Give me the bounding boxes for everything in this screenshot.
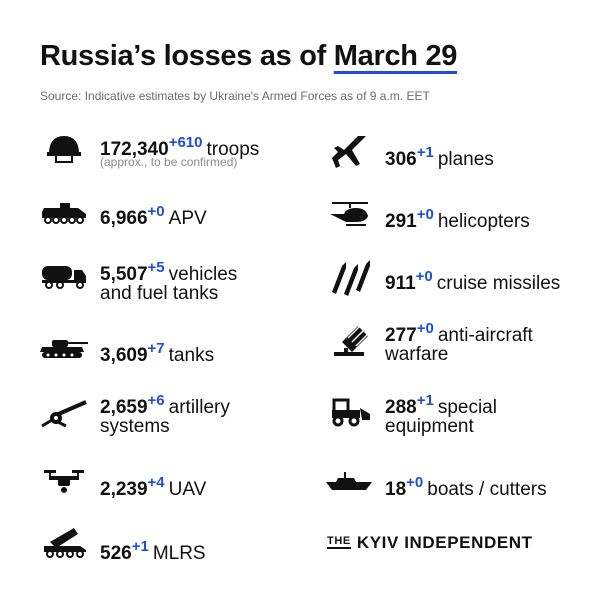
brand-logo: THE KYIV INDEPENDENT xyxy=(327,533,533,553)
stat-artillery-line2: systems xyxy=(100,416,170,437)
stat-increment: +0 xyxy=(415,268,433,285)
stat-label: APV xyxy=(168,208,207,229)
helicopter-icon xyxy=(330,202,368,226)
stat-label: planes xyxy=(437,149,494,170)
stat-increment: +1 xyxy=(416,144,434,161)
stat-increment: +610 xyxy=(168,134,203,151)
stat-value: 2,659 xyxy=(100,397,148,418)
stat-increment: +0 xyxy=(416,320,434,337)
stat-label: vehicles xyxy=(168,264,238,285)
stat-label: UAV xyxy=(168,479,207,500)
stat-increment: +6 xyxy=(147,392,165,409)
stat-increment: +4 xyxy=(147,474,165,491)
stat-label: helicopters xyxy=(437,211,530,232)
stat-value: 5,507 xyxy=(100,264,148,285)
stat-value: 18 xyxy=(385,479,407,500)
helmet-icon xyxy=(47,136,81,163)
title-prefix: Russia’s losses xyxy=(40,40,253,72)
anti-aircraft-icon xyxy=(334,325,369,356)
stat-tanks: 3,609+7 tanks xyxy=(100,336,214,369)
stat-label: troops xyxy=(206,139,260,160)
stat-increment: +1 xyxy=(416,392,434,409)
stat-artillery: 2,659+6 artillery xyxy=(100,388,230,421)
stat-anti-aircraft-line2: warfare xyxy=(385,344,449,365)
stat-label: artillery xyxy=(168,397,230,418)
special-equipment-icon xyxy=(332,398,370,427)
stat-value: 172,340 xyxy=(100,139,169,160)
tank-icon xyxy=(40,340,88,358)
page-title: Russia’s losses as of March 29 xyxy=(40,40,457,73)
stat-increment: +7 xyxy=(147,340,165,357)
stat-label: MLRS xyxy=(152,543,206,564)
brand-the: THE xyxy=(327,535,351,549)
stat-value: 306 xyxy=(385,149,417,170)
jet-icon xyxy=(332,136,366,168)
stat-value: 526 xyxy=(100,543,132,564)
title-date: March 29 xyxy=(333,40,458,72)
stat-label: special xyxy=(437,397,497,418)
stat-increment: +0 xyxy=(416,206,434,223)
stat-vehicles: 5,507+5 vehicles xyxy=(100,255,237,288)
stat-value: 277 xyxy=(385,325,417,346)
stat-uav: 2,239+4 UAV xyxy=(100,470,206,503)
title-mid: as of xyxy=(259,40,327,72)
stat-special-equipment-line2: equipment xyxy=(385,416,474,437)
stat-increment: +5 xyxy=(147,259,165,276)
stat-value: 291 xyxy=(385,211,417,232)
apv-icon xyxy=(42,203,86,224)
mlrs-icon xyxy=(44,528,86,558)
stat-apv: 6,966+0 APV xyxy=(100,199,207,232)
stat-mlrs: 526+1 MLRS xyxy=(100,534,206,567)
stat-anti-aircraft: 277+0 anti-aircraft xyxy=(385,316,533,349)
stat-value: 911 xyxy=(385,273,416,294)
stat-value: 3,609 xyxy=(100,345,148,366)
stat-cruise-missiles: 911+0 cruise missiles xyxy=(385,264,560,297)
stat-vehicles-line2: and fuel tanks xyxy=(100,283,219,304)
missiles-icon xyxy=(332,260,370,296)
stat-increment: +1 xyxy=(131,538,149,555)
stat-label: cruise missiles xyxy=(436,273,561,294)
stat-value: 2,239 xyxy=(100,479,148,500)
stat-special-equipment: 288+1 special xyxy=(385,388,497,421)
stat-value: 6,966 xyxy=(100,208,148,229)
stat-helicopters: 291+0 helicopters xyxy=(385,202,530,235)
stat-planes: 306+1 planes xyxy=(385,140,494,173)
stat-label: tanks xyxy=(168,345,215,366)
stat-troops: 172,340+610 troops xyxy=(100,130,259,163)
stat-troops-note: (approx., to be confirmed) xyxy=(100,155,238,169)
stat-increment: +0 xyxy=(147,203,165,220)
drone-icon xyxy=(44,470,84,493)
stat-label: boats / cutters xyxy=(427,479,547,500)
stat-boats: 18+0 boats / cutters xyxy=(385,470,547,503)
boat-icon xyxy=(326,472,372,490)
brand-name: KYIV INDEPENDENT xyxy=(356,533,533,552)
source-note: Source: Indicative estimates by Ukraine'… xyxy=(40,89,430,103)
stat-increment: +0 xyxy=(406,474,424,491)
fuel-truck-icon xyxy=(42,266,86,289)
stat-label: anti-aircraft xyxy=(437,325,533,346)
stat-value: 288 xyxy=(385,397,417,418)
artillery-icon xyxy=(41,400,87,428)
